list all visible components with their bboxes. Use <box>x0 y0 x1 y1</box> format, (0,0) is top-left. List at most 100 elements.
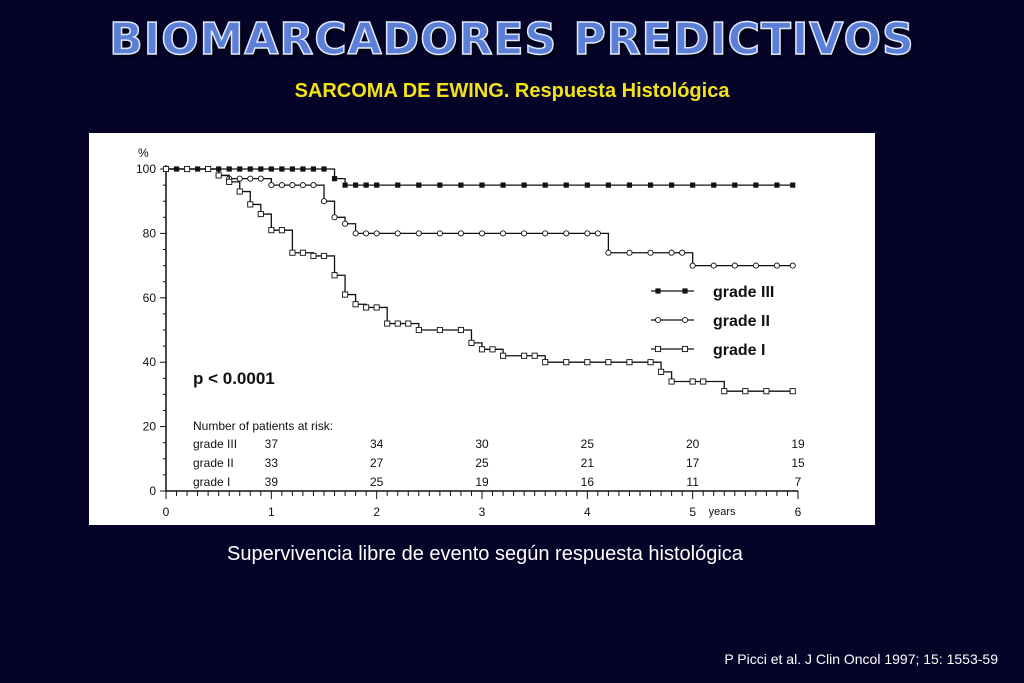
legend-label: grade I <box>713 342 765 359</box>
legend-item: grade III <box>651 284 774 301</box>
risk-value: 30 <box>475 437 489 451</box>
y-tick-label: 100 <box>136 162 156 176</box>
data-point <box>247 201 254 208</box>
x-tick-label: 0 <box>163 505 170 519</box>
risk-value: 19 <box>475 475 489 489</box>
y-axis-label: % <box>138 146 149 160</box>
data-point <box>542 359 549 366</box>
legend-item: grade I <box>651 342 765 359</box>
risk-row-label: grade II <box>193 456 234 470</box>
data-point <box>584 230 591 237</box>
data-point <box>732 182 738 188</box>
data-point <box>647 182 654 188</box>
data-point <box>299 182 306 189</box>
data-point <box>162 165 170 173</box>
data-point <box>731 262 738 269</box>
risk-value: 27 <box>370 456 384 470</box>
x-tick-label: 1 <box>268 505 275 519</box>
risk-value: 25 <box>475 456 489 470</box>
series-grade-i <box>162 165 796 395</box>
data-point <box>278 227 285 234</box>
risk-value: 33 <box>265 456 279 470</box>
series-grade-iii <box>163 166 796 188</box>
data-point <box>563 359 570 366</box>
data-point <box>700 378 707 385</box>
data-point <box>268 166 274 172</box>
data-point <box>752 262 759 269</box>
data-point <box>605 249 612 256</box>
legend-marker <box>655 288 661 294</box>
x-tick-label: 5 <box>689 505 696 519</box>
x-tick-label: 4 <box>584 505 591 519</box>
data-point <box>690 182 696 188</box>
data-point <box>352 301 359 308</box>
data-point <box>331 272 338 279</box>
legend-label: grade III <box>713 284 774 301</box>
risk-value: 21 <box>581 456 595 470</box>
data-point <box>215 172 222 179</box>
data-point <box>742 388 749 395</box>
data-point <box>563 182 569 188</box>
data-point <box>247 175 254 182</box>
legend-marker <box>681 316 689 324</box>
data-point <box>258 166 264 172</box>
data-point <box>268 227 275 234</box>
data-point <box>773 262 780 269</box>
data-point <box>310 252 317 259</box>
data-point <box>500 230 507 237</box>
data-point <box>711 182 717 188</box>
data-point <box>342 220 349 227</box>
p-value-annotation: p < 0.0001 <box>193 369 275 388</box>
data-point <box>658 368 665 375</box>
data-point <box>605 359 612 366</box>
risk-row-label: grade I <box>193 475 230 489</box>
series-line <box>166 168 793 267</box>
legend-marker <box>654 316 662 324</box>
data-point <box>500 182 506 188</box>
data-point <box>626 359 633 366</box>
data-point <box>594 230 601 237</box>
slide-title: BIOMARCADORES PREDICTIVOS <box>109 13 915 66</box>
data-point <box>584 359 591 366</box>
data-point <box>268 182 275 189</box>
data-point <box>373 230 380 237</box>
data-point <box>226 166 232 172</box>
data-point <box>436 230 443 237</box>
risk-value: 19 <box>791 437 805 451</box>
risk-value: 25 <box>581 437 595 451</box>
data-point <box>184 165 191 173</box>
data-point <box>257 175 264 182</box>
data-point <box>299 249 306 256</box>
data-point <box>605 182 611 188</box>
data-point <box>395 182 401 188</box>
data-point <box>320 252 328 259</box>
data-point <box>353 182 359 188</box>
data-point <box>437 182 443 188</box>
risk-value: 37 <box>265 437 279 451</box>
data-point <box>415 326 422 334</box>
data-point <box>584 182 590 188</box>
data-point <box>753 182 759 188</box>
legend-marker <box>682 288 688 294</box>
data-point <box>310 166 317 172</box>
legend-item: grade II <box>651 313 770 330</box>
data-point <box>458 182 464 188</box>
data-point <box>394 230 401 237</box>
data-point <box>331 214 338 221</box>
data-point <box>669 182 675 188</box>
data-point <box>626 249 633 256</box>
risk-row-label: grade III <box>193 437 237 451</box>
data-point <box>394 320 401 327</box>
data-point <box>689 262 696 269</box>
legend-marker <box>681 345 689 353</box>
data-point <box>563 230 570 237</box>
data-point <box>626 182 633 188</box>
risk-value: 17 <box>686 456 700 470</box>
y-tick-label: 40 <box>143 355 157 369</box>
data-point <box>374 182 380 188</box>
data-point <box>415 230 422 237</box>
data-point <box>647 249 654 256</box>
data-point <box>321 166 327 172</box>
